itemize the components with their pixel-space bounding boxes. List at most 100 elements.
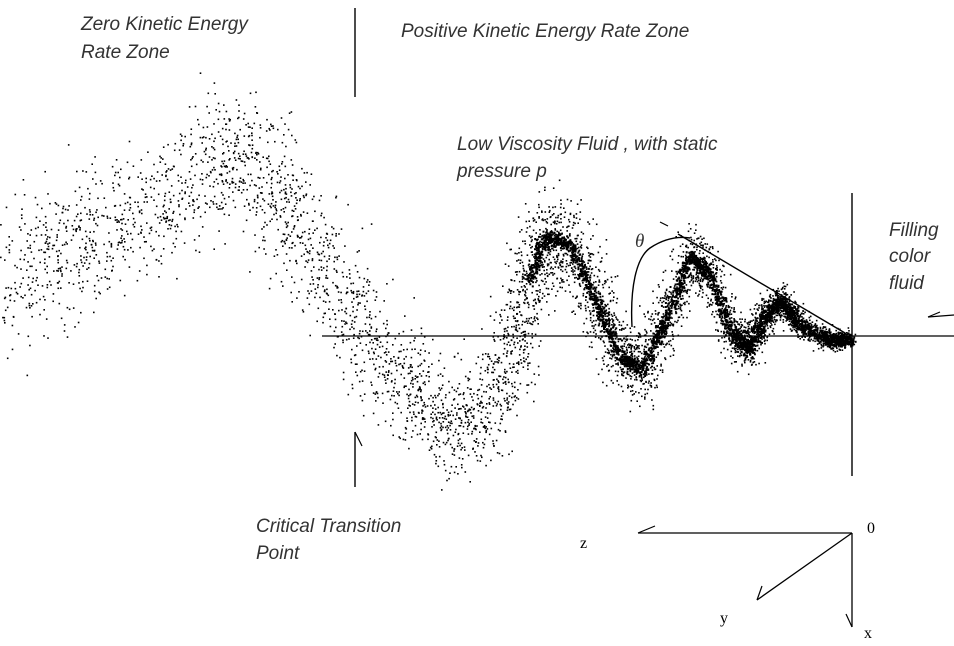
particle-dot (419, 364, 421, 367)
particle-dot (108, 278, 110, 280)
particle-dot (717, 340, 720, 342)
particle-dot (480, 366, 482, 369)
particle-dot (362, 290, 365, 293)
particle-dot (170, 185, 173, 187)
particle-dot (327, 294, 330, 297)
particle-dot (572, 261, 575, 263)
particle-dot (325, 237, 327, 239)
particle-dot (317, 284, 319, 286)
particle-dot (552, 246, 555, 248)
particle-dot (646, 369, 648, 372)
particle-dot (687, 288, 689, 291)
particle-dot (180, 153, 182, 156)
particle-dot (798, 335, 801, 338)
particle-dot (158, 180, 161, 182)
particle-dot (250, 151, 253, 154)
particle-dot (492, 397, 495, 399)
particle-dot (549, 253, 551, 256)
particle-dot (33, 240, 36, 243)
particle-dot (483, 443, 486, 446)
particle-dot (96, 224, 99, 227)
particle-dot (9, 299, 12, 302)
particle-dot (216, 206, 218, 209)
particle-dot (137, 233, 140, 235)
particle-dot (318, 259, 321, 261)
particle-dot (228, 120, 231, 122)
particle-dot (544, 219, 546, 221)
particle-dot (484, 427, 486, 430)
particle-dot (295, 192, 297, 194)
particle-dot (372, 289, 375, 292)
particle-dot (783, 288, 786, 290)
particle-dot (543, 283, 546, 285)
particle-dot (695, 292, 697, 294)
particle-dot (310, 270, 313, 272)
particle-dot (300, 278, 303, 281)
particle-dot (347, 393, 350, 396)
particle-dot (627, 344, 629, 346)
particle-dot (482, 405, 485, 408)
particle-dot (506, 303, 509, 306)
particle-dot (699, 242, 701, 245)
particle-dot (369, 311, 371, 313)
particle-dot (160, 219, 163, 221)
particle-dot (511, 371, 513, 373)
particle-dot (64, 208, 67, 211)
particle-dot (519, 382, 522, 385)
particle-dot (511, 396, 513, 399)
particle-dot (774, 320, 777, 323)
particle-dot (103, 215, 105, 217)
particle-dot (20, 295, 22, 298)
particle-dot (612, 382, 614, 384)
particle-dot (534, 259, 536, 262)
particle-dot (591, 310, 594, 312)
particle-dot (671, 250, 673, 253)
particle-dot (460, 358, 463, 361)
particle-dot (499, 422, 502, 425)
particle-dot (515, 326, 517, 329)
particle-dot (641, 395, 643, 398)
particle-dot (15, 291, 18, 294)
particle-dot (441, 489, 443, 491)
particle-dot (148, 232, 151, 235)
particle-dot (239, 155, 241, 157)
particle-dot (516, 301, 518, 303)
particle-dot (770, 297, 772, 299)
particle-dot (513, 381, 516, 384)
particle-dot (310, 173, 313, 175)
particle-dot (16, 293, 19, 295)
particle-dot (387, 371, 390, 374)
particle-dot (372, 412, 375, 415)
particle-dot (467, 379, 470, 382)
particle-dot (447, 411, 450, 414)
particle-dot (462, 393, 465, 396)
particle-dot (741, 365, 743, 367)
particle-dot (414, 378, 416, 380)
particle-dot (245, 124, 247, 126)
particle-dot (72, 228, 75, 231)
particle-dot (411, 416, 413, 419)
particle-dot (705, 262, 707, 265)
particle-dot (470, 421, 472, 423)
particle-dot (174, 246, 176, 248)
particle-dot (595, 319, 597, 322)
particle-dot (626, 338, 629, 340)
particle-dot (235, 99, 238, 101)
particle-dot (500, 389, 503, 391)
particle-dot (631, 344, 634, 347)
particle-dot (57, 259, 59, 261)
particle-dot (662, 271, 665, 273)
particle-dot (702, 246, 704, 248)
particle-dot (744, 357, 747, 359)
particle-dot (243, 180, 245, 182)
particle-dot (452, 414, 454, 417)
particle-dot (775, 319, 778, 322)
particle-dot (539, 233, 541, 235)
particle-dot (637, 336, 640, 339)
particle-dot (489, 315, 492, 317)
particle-dot (209, 170, 212, 173)
particle-dot (654, 347, 657, 350)
particle-dot (690, 284, 693, 287)
particle-dot (809, 319, 811, 322)
particle-dot (500, 315, 502, 318)
